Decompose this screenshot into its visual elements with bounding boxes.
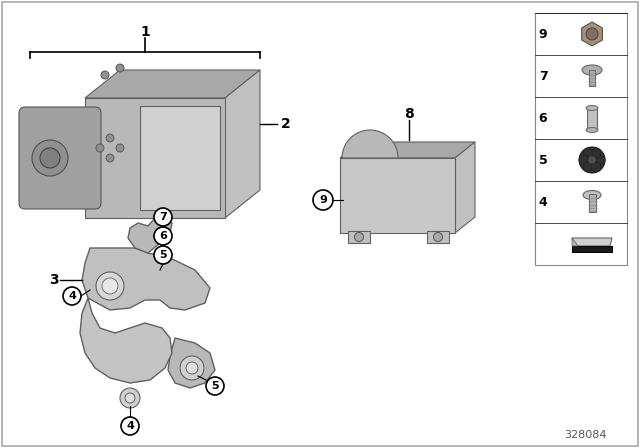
Circle shape	[583, 162, 593, 172]
Circle shape	[121, 417, 139, 435]
Circle shape	[586, 28, 598, 40]
Circle shape	[106, 154, 114, 162]
Bar	[589, 70, 595, 86]
Circle shape	[206, 377, 224, 395]
Circle shape	[591, 148, 601, 158]
Text: 2: 2	[281, 117, 291, 131]
Circle shape	[125, 393, 135, 403]
Circle shape	[96, 272, 124, 300]
Circle shape	[186, 362, 198, 374]
Circle shape	[588, 156, 596, 164]
Bar	[427, 231, 449, 243]
Circle shape	[102, 278, 118, 294]
Polygon shape	[85, 70, 260, 98]
Polygon shape	[340, 142, 475, 158]
Polygon shape	[82, 248, 210, 310]
Circle shape	[595, 155, 605, 165]
Ellipse shape	[586, 128, 598, 133]
Circle shape	[116, 144, 124, 152]
Text: 9: 9	[539, 27, 547, 40]
Polygon shape	[455, 142, 475, 233]
Text: 4: 4	[126, 421, 134, 431]
Text: 7: 7	[539, 69, 547, 82]
Circle shape	[355, 233, 364, 241]
Circle shape	[583, 148, 593, 158]
Polygon shape	[168, 338, 215, 388]
Polygon shape	[128, 216, 172, 253]
Text: 5: 5	[211, 381, 219, 391]
Text: 1: 1	[140, 25, 150, 39]
Ellipse shape	[582, 65, 602, 75]
Polygon shape	[572, 238, 578, 246]
Text: 5: 5	[159, 250, 167, 260]
Bar	[140, 106, 220, 210]
Ellipse shape	[583, 190, 601, 199]
Circle shape	[180, 356, 204, 380]
Circle shape	[116, 64, 124, 72]
Polygon shape	[572, 238, 612, 246]
Circle shape	[579, 147, 605, 173]
Circle shape	[579, 155, 589, 165]
Text: 4: 4	[539, 195, 547, 208]
Circle shape	[313, 190, 333, 210]
Circle shape	[154, 208, 172, 226]
Circle shape	[40, 148, 60, 168]
Circle shape	[63, 287, 81, 305]
Circle shape	[32, 140, 68, 176]
Text: 7: 7	[159, 212, 167, 222]
Circle shape	[96, 144, 104, 152]
FancyBboxPatch shape	[19, 107, 101, 209]
Bar	[587, 108, 597, 130]
Polygon shape	[225, 70, 260, 218]
Text: 8: 8	[404, 107, 414, 121]
Text: 5: 5	[539, 154, 547, 167]
Circle shape	[154, 227, 172, 245]
Circle shape	[101, 71, 109, 79]
Bar	[85, 98, 225, 218]
Circle shape	[591, 162, 601, 172]
Circle shape	[154, 246, 172, 264]
Ellipse shape	[586, 105, 598, 111]
Bar	[535, 13, 627, 265]
Circle shape	[106, 134, 114, 142]
Bar	[589, 194, 596, 212]
Circle shape	[120, 388, 140, 408]
Text: 328084: 328084	[564, 430, 606, 440]
Bar	[348, 231, 370, 243]
Text: 9: 9	[319, 195, 327, 205]
Bar	[572, 246, 612, 252]
Bar	[340, 158, 455, 233]
Text: 4: 4	[68, 291, 76, 301]
Wedge shape	[342, 130, 398, 158]
Text: 3: 3	[49, 273, 59, 287]
Text: 6: 6	[159, 231, 167, 241]
Text: 6: 6	[539, 112, 547, 125]
Polygon shape	[80, 298, 172, 383]
Circle shape	[433, 233, 442, 241]
